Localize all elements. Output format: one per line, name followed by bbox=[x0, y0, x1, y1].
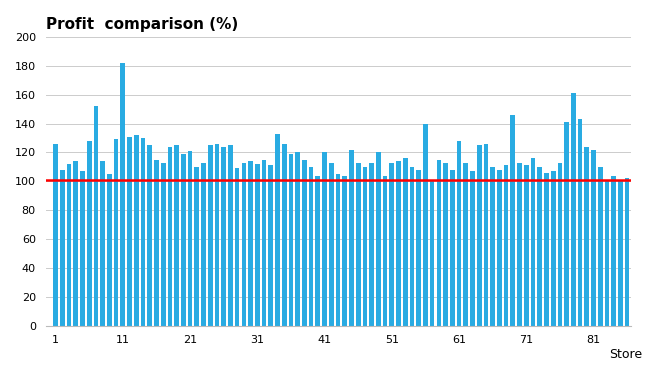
Bar bbox=[295, 152, 300, 326]
Bar bbox=[504, 165, 508, 326]
Bar bbox=[369, 162, 374, 326]
Bar bbox=[275, 134, 280, 326]
Bar bbox=[490, 167, 495, 326]
Bar bbox=[598, 167, 603, 326]
Bar bbox=[107, 174, 112, 326]
Bar bbox=[255, 164, 259, 326]
Bar bbox=[222, 147, 226, 326]
Bar bbox=[430, 180, 434, 326]
Bar bbox=[376, 152, 381, 326]
Bar bbox=[262, 160, 266, 326]
Bar bbox=[309, 167, 313, 326]
Bar bbox=[457, 141, 462, 326]
Bar bbox=[510, 115, 515, 326]
Bar bbox=[100, 161, 105, 326]
Bar bbox=[544, 173, 549, 326]
Bar bbox=[329, 162, 333, 326]
Bar bbox=[591, 149, 596, 326]
Bar bbox=[154, 160, 159, 326]
Bar bbox=[363, 167, 367, 326]
Bar bbox=[356, 162, 361, 326]
Bar bbox=[558, 162, 562, 326]
Bar bbox=[463, 162, 468, 326]
Bar bbox=[625, 178, 629, 326]
Bar bbox=[87, 141, 92, 326]
Bar bbox=[201, 162, 206, 326]
Bar bbox=[134, 135, 138, 326]
Bar bbox=[181, 154, 186, 326]
Bar bbox=[67, 164, 72, 326]
Bar bbox=[470, 171, 475, 326]
X-axis label: Store: Store bbox=[609, 348, 642, 361]
Bar bbox=[524, 165, 528, 326]
Bar bbox=[94, 106, 98, 326]
Bar bbox=[208, 145, 213, 326]
Bar bbox=[618, 181, 623, 326]
Bar bbox=[235, 168, 239, 326]
Bar bbox=[161, 162, 166, 326]
Bar bbox=[315, 175, 320, 326]
Bar bbox=[477, 145, 482, 326]
Bar bbox=[538, 167, 542, 326]
Bar bbox=[396, 161, 401, 326]
Bar bbox=[343, 175, 347, 326]
Bar bbox=[403, 158, 408, 326]
Bar bbox=[248, 161, 253, 326]
Bar bbox=[148, 145, 152, 326]
Bar bbox=[417, 170, 421, 326]
Bar bbox=[120, 63, 125, 326]
Bar bbox=[584, 147, 589, 326]
Bar bbox=[437, 160, 441, 326]
Bar bbox=[80, 171, 85, 326]
Bar bbox=[214, 144, 219, 326]
Bar bbox=[497, 170, 502, 326]
Bar bbox=[604, 181, 609, 326]
Bar bbox=[389, 162, 394, 326]
Bar bbox=[612, 175, 616, 326]
Bar bbox=[383, 175, 387, 326]
Bar bbox=[73, 161, 78, 326]
Bar bbox=[551, 171, 556, 326]
Bar bbox=[282, 144, 287, 326]
Bar bbox=[127, 137, 132, 326]
Bar bbox=[168, 147, 172, 326]
Bar bbox=[484, 144, 488, 326]
Bar bbox=[174, 145, 179, 326]
Bar bbox=[268, 165, 273, 326]
Bar bbox=[410, 167, 414, 326]
Bar bbox=[242, 162, 246, 326]
Bar bbox=[194, 167, 199, 326]
Bar bbox=[188, 151, 192, 326]
Bar bbox=[450, 170, 454, 326]
Bar bbox=[140, 138, 146, 326]
Bar bbox=[60, 170, 64, 326]
Bar bbox=[571, 93, 576, 326]
Bar bbox=[335, 174, 341, 326]
Bar bbox=[564, 122, 569, 326]
Bar bbox=[322, 152, 327, 326]
Bar bbox=[578, 119, 582, 326]
Bar bbox=[517, 162, 522, 326]
Bar bbox=[53, 144, 58, 326]
Bar bbox=[349, 149, 354, 326]
Bar bbox=[114, 139, 118, 326]
Bar bbox=[530, 158, 536, 326]
Bar bbox=[443, 162, 448, 326]
Text: Profit  comparison (%): Profit comparison (%) bbox=[46, 17, 238, 32]
Bar bbox=[289, 154, 293, 326]
Bar bbox=[228, 145, 233, 326]
Bar bbox=[302, 160, 307, 326]
Bar bbox=[423, 124, 428, 326]
